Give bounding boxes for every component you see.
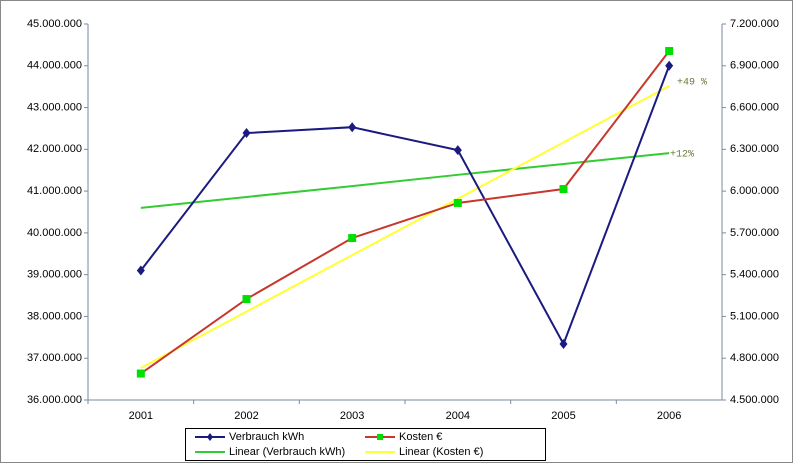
- y2-tick-label: 5.700.000: [730, 227, 779, 239]
- x-tick-label: 2001: [129, 410, 153, 422]
- y2-tick-label: 5.400.000: [730, 269, 779, 281]
- series-line: [140, 65, 671, 347]
- marker: [453, 198, 462, 207]
- y-tick-label: 41.000.000: [27, 185, 82, 197]
- y-tick-label: 42.000.000: [27, 143, 82, 155]
- legend-label: Linear (Verbrauch kWh): [229, 446, 345, 458]
- marker: [242, 128, 251, 139]
- marker: [348, 122, 357, 133]
- marker: [559, 339, 568, 350]
- y-tick-label: 39.000.000: [27, 269, 82, 281]
- legend-label: Linear (Kosten €): [399, 446, 483, 458]
- legend-label: Kosten €: [399, 431, 442, 443]
- y-tick-label: 40.000.000: [27, 227, 82, 239]
- annotation: +49 %: [677, 78, 707, 89]
- annotation: +12%: [670, 150, 694, 161]
- legend-marker: [377, 434, 383, 440]
- y2-tick-label: 4.500.000: [730, 394, 779, 406]
- marker: [453, 145, 462, 156]
- series-line: [140, 50, 670, 375]
- marker: [242, 295, 251, 304]
- y-tick-label: 36.000.000: [27, 394, 82, 406]
- y2-tick-label: 7.200.000: [730, 18, 779, 30]
- marker: [136, 265, 145, 276]
- x-tick-label: 2003: [340, 410, 364, 422]
- x-tick-label: 2004: [446, 410, 470, 422]
- x-tick-label: 2002: [234, 410, 258, 422]
- y2-tick-label: 6.900.000: [730, 60, 779, 72]
- y2-tick-label: 5.100.000: [730, 310, 779, 322]
- legend-marker: [207, 433, 213, 441]
- legend-box: [185, 428, 546, 461]
- marker: [559, 185, 568, 194]
- marker: [348, 234, 357, 243]
- y-tick-label: 45.000.000: [27, 18, 82, 30]
- y2-tick-label: 4.800.000: [730, 352, 779, 364]
- y-tick-label: 37.000.000: [27, 352, 82, 364]
- legend-label: Verbrauch kWh: [229, 431, 304, 443]
- y-tick-label: 44.000.000: [27, 60, 82, 72]
- x-tick-label: 2005: [551, 410, 575, 422]
- marker: [665, 60, 674, 71]
- marker: [136, 369, 145, 378]
- y2-tick-label: 6.000.000: [730, 185, 779, 197]
- series-line: [140, 152, 670, 209]
- marker: [665, 47, 674, 56]
- series-line: [140, 85, 670, 369]
- y2-tick-label: 6.600.000: [730, 101, 779, 113]
- y2-tick-label: 6.300.000: [730, 143, 779, 155]
- y-tick-label: 43.000.000: [27, 101, 82, 113]
- y-tick-label: 38.000.000: [27, 310, 82, 322]
- x-tick-label: 2006: [657, 410, 681, 422]
